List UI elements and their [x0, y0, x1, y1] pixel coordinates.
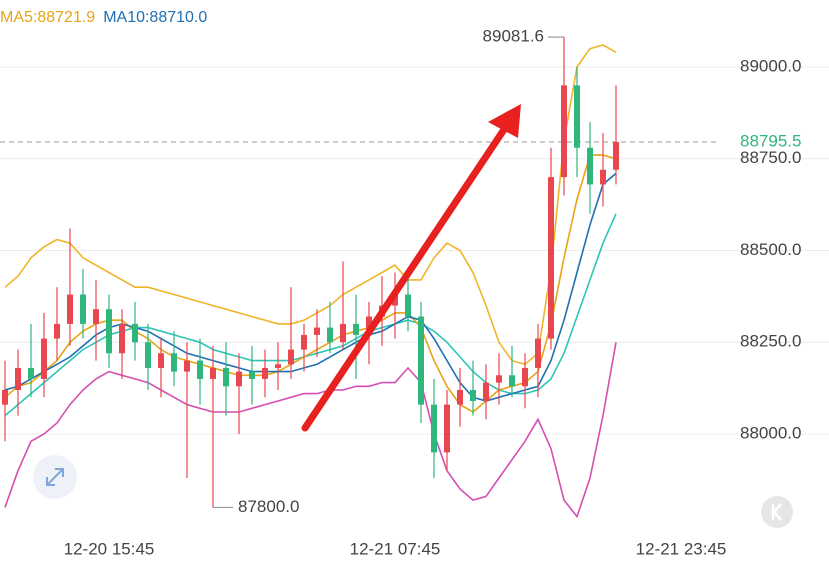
candle-body	[405, 294, 411, 317]
arrow-head	[488, 104, 521, 138]
candle-body	[132, 323, 138, 343]
candle-body	[197, 360, 203, 379]
candle-body	[314, 327, 320, 335]
candle-body	[353, 323, 359, 335]
indicator-lines	[4, 44, 617, 519]
low-label: 87800.0	[238, 497, 299, 516]
candle-body	[548, 177, 554, 339]
arrow-shaft	[301, 124, 509, 432]
indicator-line	[4, 342, 617, 519]
y-tick-label: 88750.0	[740, 148, 801, 167]
candle-body	[249, 371, 255, 379]
high-label: 89081.6	[483, 27, 544, 46]
indicator-line	[4, 172, 617, 402]
candle-body	[600, 169, 606, 185]
y-tick-label: 88000.0	[740, 423, 801, 442]
candle-body	[67, 294, 73, 324]
y-tick-label: 88250.0	[740, 332, 801, 351]
candle-body	[470, 389, 476, 401]
candle-body	[444, 404, 450, 453]
candle-body	[2, 389, 8, 405]
candle-body	[327, 327, 333, 343]
candle-body	[106, 309, 112, 354]
candle-body	[158, 353, 164, 368]
candle-body	[509, 375, 515, 387]
expand-icon	[46, 468, 64, 486]
candle-body	[93, 309, 99, 324]
candle-body	[28, 367, 34, 379]
collapse-button[interactable]	[761, 496, 793, 528]
legend-entry: MA5:88721.9	[0, 9, 95, 26]
candle-body	[145, 342, 151, 368]
candle-body	[54, 323, 60, 339]
candle-body	[171, 353, 177, 372]
collapse-icon	[771, 503, 782, 521]
legend-entry: MA10:88710.0	[103, 9, 207, 26]
grid	[0, 66, 829, 435]
candles	[2, 37, 619, 508]
candle-body	[119, 323, 125, 354]
candle-body	[80, 294, 86, 324]
candle-body	[457, 389, 463, 405]
candle-body	[574, 85, 580, 148]
y-tick-label: 88500.0	[740, 240, 801, 259]
candle-body	[15, 367, 21, 390]
x-tick-label: 12-21 07:45	[350, 539, 441, 558]
candle-body	[535, 338, 541, 368]
x-tick-label: 12-20 15:45	[64, 539, 155, 558]
candle-body	[210, 367, 216, 379]
labels: 88000.0 88250.0 88500.0 88750.0 89000.0 12-20…	[0, 9, 801, 558]
candle-body	[431, 404, 437, 453]
candle-body	[288, 349, 294, 365]
candle-body	[392, 294, 398, 306]
candle-body	[275, 364, 281, 368]
candle-body	[41, 338, 47, 379]
candle-body	[236, 371, 242, 387]
candle-body	[483, 382, 489, 401]
y-tick-label: 89000.0	[740, 56, 801, 75]
candle-body	[301, 334, 307, 350]
last-price-label: 88795.5	[740, 132, 801, 151]
candle-body	[262, 367, 268, 379]
candle-body	[184, 360, 190, 372]
x-tick-label: 12-21 23:45	[636, 539, 727, 558]
candle-body	[561, 85, 567, 178]
candle-body	[223, 367, 229, 387]
candle-body	[418, 316, 424, 405]
indicator-line	[4, 44, 617, 366]
candle-body	[587, 147, 593, 185]
candle-body	[613, 142, 619, 170]
candle-body	[340, 323, 346, 343]
candle-body	[522, 367, 528, 387]
candle-body	[496, 375, 502, 383]
